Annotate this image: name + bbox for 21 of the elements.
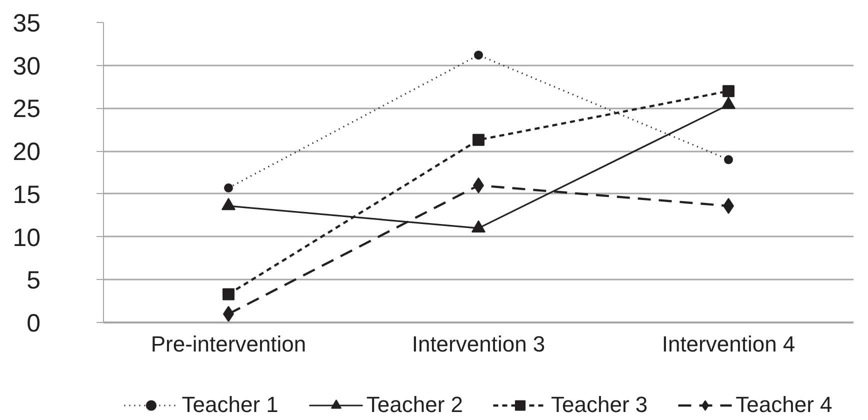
legend-label: Teacher 1 (182, 392, 278, 418)
y-tick-label: 25 (12, 95, 41, 124)
point (222, 288, 234, 300)
y-tick-label: 30 (12, 52, 41, 80)
point (722, 85, 734, 98)
y-tick-label: 5 (26, 266, 40, 295)
point (474, 50, 483, 60)
x-tick-label: Intervention 3 (412, 332, 546, 356)
y-tick-label: 35 (12, 10, 41, 38)
point (472, 134, 484, 146)
y-tick-label: 15 (12, 180, 41, 209)
legend-label: Teacher 4 (736, 392, 832, 418)
point (224, 183, 233, 192)
legend-label: Teacher 3 (551, 392, 648, 418)
x-tick-label: Pre-intervention (150, 332, 306, 356)
x-tick-label: Intervention 4 (662, 332, 796, 356)
point (724, 155, 733, 164)
legend-label: Teacher 2 (366, 392, 463, 418)
y-tick-label: 20 (12, 138, 41, 166)
y-tick-label: 0 (26, 310, 40, 338)
y-tick-label: 10 (12, 224, 41, 252)
